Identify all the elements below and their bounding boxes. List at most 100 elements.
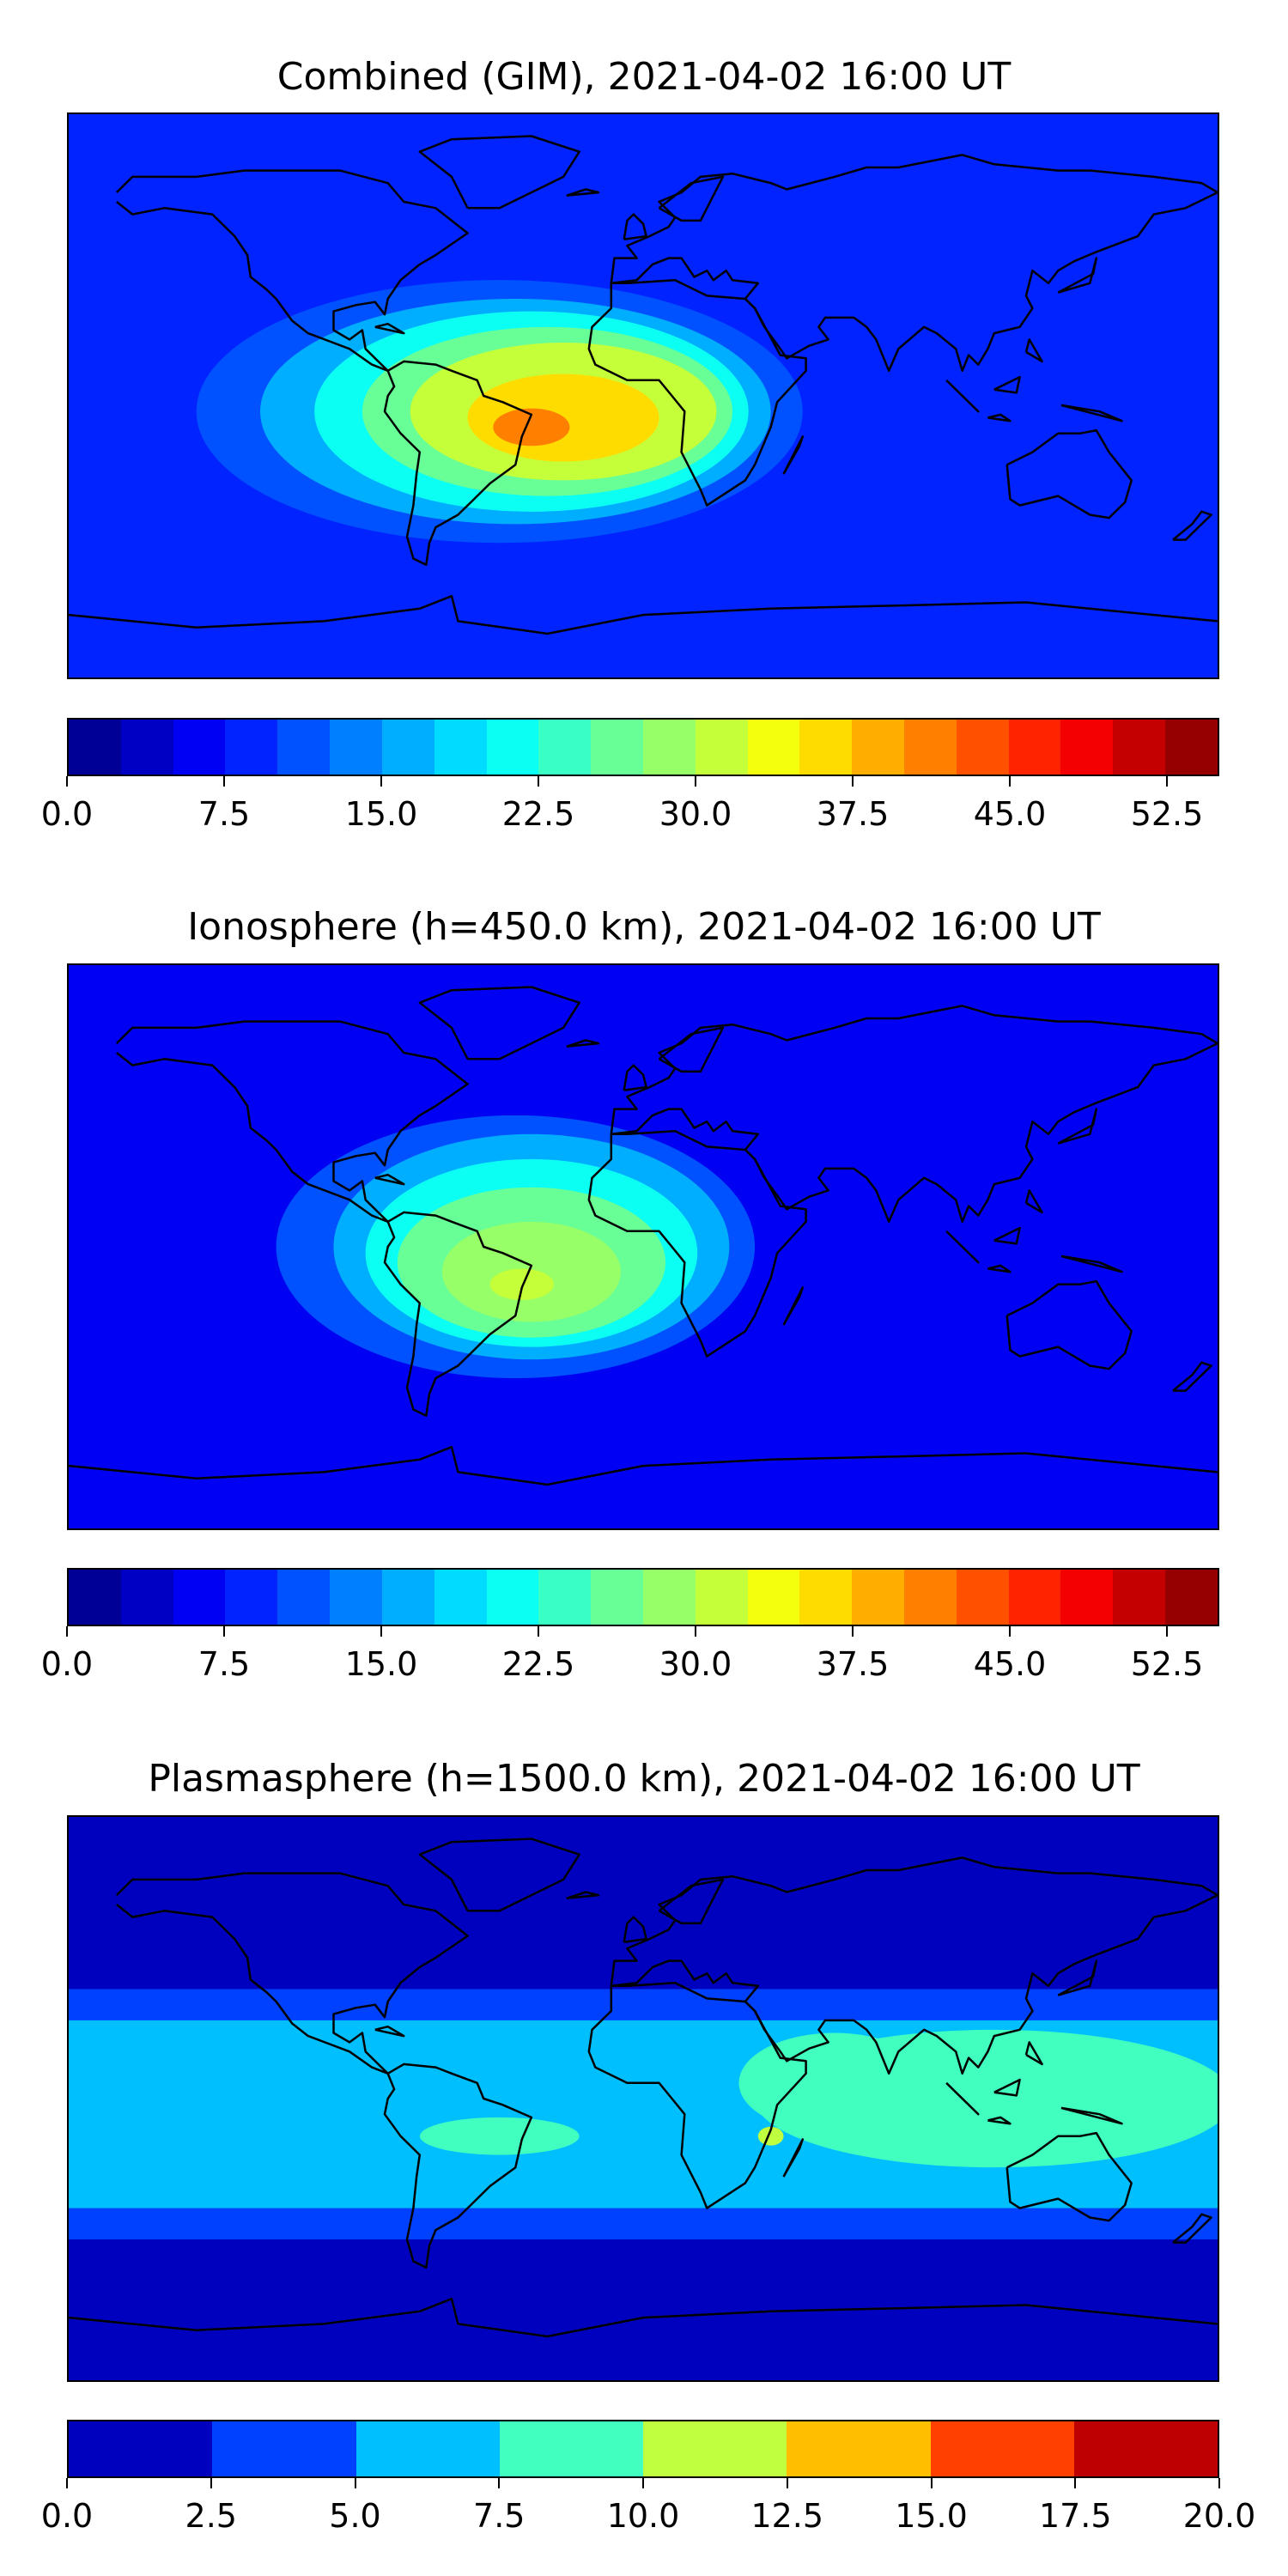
coastline — [987, 413, 1012, 422]
tick-label: 52.5 — [1130, 795, 1204, 833]
colorbar-segment — [330, 1570, 382, 1625]
colorbar-segment — [904, 720, 957, 775]
tick-mark — [498, 2478, 501, 2488]
coastline — [782, 435, 805, 475]
tick-mark — [1166, 1626, 1168, 1637]
coastline — [945, 1230, 980, 1264]
coastline — [115, 1872, 469, 2075]
tick-mark — [66, 2478, 68, 2488]
tick-label: 30.0 — [659, 1645, 732, 1683]
tick-label: 0.0 — [40, 795, 94, 833]
tick-mark — [852, 1626, 854, 1637]
tick-mark — [66, 1626, 68, 1637]
coastline — [658, 175, 725, 222]
colorbar-segment — [956, 1570, 1009, 1625]
contour-region — [489, 1268, 554, 1300]
colorbar-segment — [904, 1570, 957, 1625]
colorbar-segment — [69, 1570, 121, 1625]
coastline — [418, 1838, 580, 1912]
coastline — [1024, 1189, 1043, 1214]
coastline — [658, 1878, 725, 1925]
coastline — [658, 1026, 725, 1073]
tick-label: 15.0 — [344, 1645, 418, 1683]
colorbar-segment — [381, 1570, 434, 1625]
tick-mark — [210, 2478, 212, 2488]
tick-mark — [786, 2478, 788, 2488]
coastline — [1005, 2131, 1133, 2222]
tick-mark — [642, 2478, 644, 2488]
colorbar-segment — [120, 1570, 173, 1625]
contour-region — [419, 2117, 580, 2155]
tick-label: 20.0 — [1182, 2497, 1256, 2535]
panel-title-plasmasphere: Plasmasphere (h=1500.0 km), 2021-04-02 1… — [148, 1757, 1140, 1801]
colorbar-segment — [277, 1570, 331, 1625]
tick-mark — [695, 776, 696, 787]
coastline — [566, 188, 600, 197]
tick-mark — [1009, 1626, 1011, 1637]
colorbar-segment — [1113, 720, 1166, 775]
tick-mark — [354, 2478, 356, 2488]
tick-mark — [852, 776, 854, 787]
coastline — [993, 2078, 1021, 2097]
colorbar-segment — [787, 2421, 931, 2476]
tick-label: 22.5 — [501, 795, 575, 833]
colorbar-segment — [799, 720, 853, 775]
tick-mark — [1009, 776, 1011, 787]
tick-mark — [1218, 2478, 1220, 2488]
colorbar-segment — [486, 1570, 539, 1625]
map-svg-combined — [69, 114, 1218, 677]
coastline — [115, 1020, 469, 1224]
coastline — [418, 986, 580, 1060]
tick-mark — [223, 776, 225, 787]
tick-mark — [380, 776, 382, 787]
tick-label: 37.5 — [816, 1645, 890, 1683]
tick-mark — [695, 1626, 696, 1637]
coastline — [1057, 257, 1098, 294]
colorbar-segment — [381, 720, 434, 775]
coastline — [610, 154, 1218, 373]
colorbar-segment — [538, 720, 592, 775]
tick-label: 52.5 — [1130, 1645, 1204, 1683]
tick-label: 30.0 — [659, 795, 732, 833]
panel-title-ionosphere: Ionosphere (h=450.0 km), 2021-04-02 16:0… — [187, 905, 1101, 949]
coastline — [1005, 1279, 1133, 1370]
colorbar-segment — [1165, 1570, 1218, 1625]
coastline — [1024, 2041, 1043, 2066]
colorbar-segment — [1060, 1570, 1114, 1625]
tick-mark — [66, 776, 68, 787]
coastline — [1060, 1255, 1123, 1273]
tick-label: 5.0 — [329, 2497, 381, 2535]
map-combined — [67, 112, 1219, 679]
coastline — [1060, 404, 1123, 422]
colorbar-segment — [799, 1570, 853, 1625]
coastline — [1172, 1361, 1212, 1392]
tick-mark — [223, 1626, 225, 1637]
colorbar-combined — [67, 718, 1219, 776]
colorbar-segment — [120, 720, 173, 775]
tick-label: 37.5 — [816, 795, 890, 833]
tick-label: 7.5 — [197, 795, 251, 833]
coastline — [993, 375, 1021, 394]
coastline — [418, 135, 580, 210]
colorbar-segment — [1008, 1570, 1061, 1625]
tick-label: 22.5 — [501, 1645, 575, 1683]
coastline — [1005, 428, 1133, 519]
colorbar-plasmasphere — [67, 2420, 1219, 2478]
coastline — [1057, 1959, 1098, 1996]
tick-label: 45.0 — [973, 795, 1047, 833]
tick-mark — [538, 776, 539, 787]
colorbar-segment — [695, 720, 748, 775]
colorbar-ticks-combined: 0.0 7.5 15.0 22.5 30.0 37.5 45.0 52.5 — [41, 776, 1219, 833]
colorbar-segment — [852, 1570, 904, 1625]
colorbar-segment — [173, 720, 226, 775]
colorbar-ionosphere — [67, 1568, 1219, 1626]
tick-label: 15.0 — [344, 795, 418, 833]
tick-mark — [1166, 776, 1168, 787]
map-svg-ionosphere — [69, 965, 1218, 1528]
contour-region — [493, 408, 570, 447]
coastline — [1060, 2106, 1123, 2125]
tick-label: 12.5 — [750, 2497, 824, 2535]
colorbar-segment — [956, 720, 1009, 775]
tick-label: 45.0 — [973, 1645, 1047, 1683]
map-ionosphere — [67, 963, 1219, 1530]
